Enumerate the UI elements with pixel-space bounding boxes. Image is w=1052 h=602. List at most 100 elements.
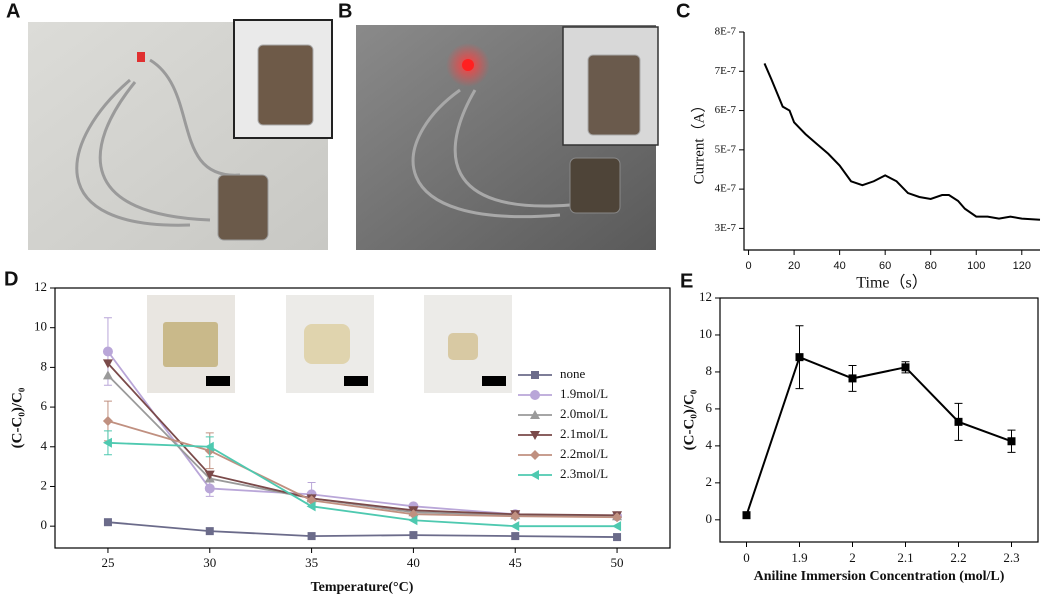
legend-label: 2.2mol/L: [560, 446, 608, 461]
point: [612, 512, 623, 523]
legend-label: 2.3mol/L: [560, 466, 608, 481]
point: [409, 531, 418, 540]
y-axis-label: (C-C₀)/C₀: [9, 387, 25, 448]
y-tick-label: 2: [706, 474, 713, 489]
series-line: [107, 441, 618, 528]
point: [307, 532, 316, 541]
x-tick-label: 1.9: [791, 550, 807, 565]
point: [205, 527, 214, 536]
x-axis-label: Aniline Immersion Concentration (mol/L): [754, 569, 1005, 584]
point: [102, 346, 113, 357]
point: [848, 374, 857, 383]
legend-marker: [530, 450, 540, 460]
y-axis-label: (C-C₀)/C₀: [681, 389, 697, 450]
x-tick-label: 100: [967, 260, 985, 272]
point: [102, 370, 113, 380]
point: [795, 353, 804, 362]
legend-marker: [530, 470, 539, 480]
point: [408, 515, 418, 526]
point: [102, 415, 113, 426]
point: [954, 417, 963, 426]
legend-label: 2.0mol/L: [560, 406, 608, 421]
y-tick-label: 12: [34, 279, 47, 294]
y-tick-label: 5E-7: [715, 143, 737, 155]
y-tick-label: 10: [699, 326, 712, 341]
photo-b: [356, 25, 659, 250]
y-tick-label: 8: [706, 363, 713, 378]
series-line: [107, 362, 618, 517]
legend-marker: [531, 371, 539, 379]
x-tick-label: 25: [101, 555, 114, 570]
panel-label: D: [4, 268, 18, 290]
x-tick-label: 20: [788, 260, 800, 272]
y-axis-label: Current（A）: [690, 98, 707, 185]
x-tick-label: 45: [509, 555, 522, 570]
panel-label: B: [338, 0, 352, 22]
y-tick-label: 8E-7: [715, 26, 737, 38]
x-axis-label: Time（s）: [856, 274, 927, 292]
x-tick-label: 80: [925, 260, 937, 272]
y-tick-label: 0: [41, 517, 48, 532]
axes: [743, 32, 1040, 251]
inset-photos: [147, 295, 512, 393]
x-tick-label: 60: [879, 260, 891, 272]
point: [102, 359, 113, 369]
point: [742, 511, 751, 520]
y-tick-label: 7E-7: [715, 65, 737, 77]
series-line: [763, 63, 1041, 221]
point: [1007, 437, 1016, 446]
x-tick-label: 2.2: [950, 550, 966, 565]
y-tick-label: 4: [41, 438, 48, 453]
x-tick-label: 2: [849, 550, 856, 565]
point: [510, 521, 520, 532]
y-tick-label: 6: [706, 400, 713, 415]
x-tick-label: 30: [203, 555, 216, 570]
y-tick-label: 2: [41, 477, 48, 492]
point: [103, 518, 112, 527]
panel-label: A: [6, 0, 20, 22]
y-tick-label: 4E-7: [715, 183, 737, 195]
legend-label: 1.9mol/L: [560, 386, 608, 401]
plot-frame: [719, 297, 1039, 543]
legend-marker: [530, 431, 540, 440]
series-line: [745, 355, 1012, 516]
y-tick-label: 10: [34, 319, 47, 334]
x-tick-label: 50: [611, 555, 624, 570]
point: [204, 470, 215, 480]
point: [510, 511, 521, 522]
point: [901, 363, 910, 372]
x-tick-label: 120: [1013, 260, 1031, 272]
x-tick-label: 40: [834, 260, 846, 272]
photo-a: [28, 19, 333, 250]
y-tick-label: 3E-7: [715, 222, 737, 234]
y-tick-label: 6: [41, 398, 48, 413]
x-axis-label: Temperature(°C): [311, 580, 414, 595]
point: [613, 533, 622, 542]
y-tick-label: 4: [706, 437, 713, 452]
y-tick-label: 0: [706, 511, 713, 526]
x-tick-label: 0: [743, 550, 750, 565]
point: [102, 437, 112, 448]
point: [612, 521, 622, 532]
point: [204, 441, 214, 452]
x-tick-label: 0: [745, 260, 751, 272]
y-tick-label: 8: [41, 358, 48, 373]
legend-marker: [530, 390, 540, 400]
x-tick-label: 2.1: [897, 550, 913, 565]
x-tick-label: 40: [407, 555, 420, 570]
y-tick-label: 6E-7: [715, 104, 737, 116]
x-tick-label: 35: [305, 555, 318, 570]
legend-label: none: [560, 366, 586, 381]
series-line: [107, 521, 618, 538]
plot-frame: [54, 287, 671, 549]
x-tick-label: 2.3: [1003, 550, 1019, 565]
panel-label: C: [676, 0, 690, 22]
point: [306, 501, 316, 512]
point: [511, 532, 520, 541]
legend-marker: [530, 410, 540, 419]
panel-label: E: [680, 270, 693, 292]
legend-label: 2.1mol/L: [560, 426, 608, 441]
point: [204, 483, 215, 494]
y-tick-label: 12: [699, 289, 712, 304]
